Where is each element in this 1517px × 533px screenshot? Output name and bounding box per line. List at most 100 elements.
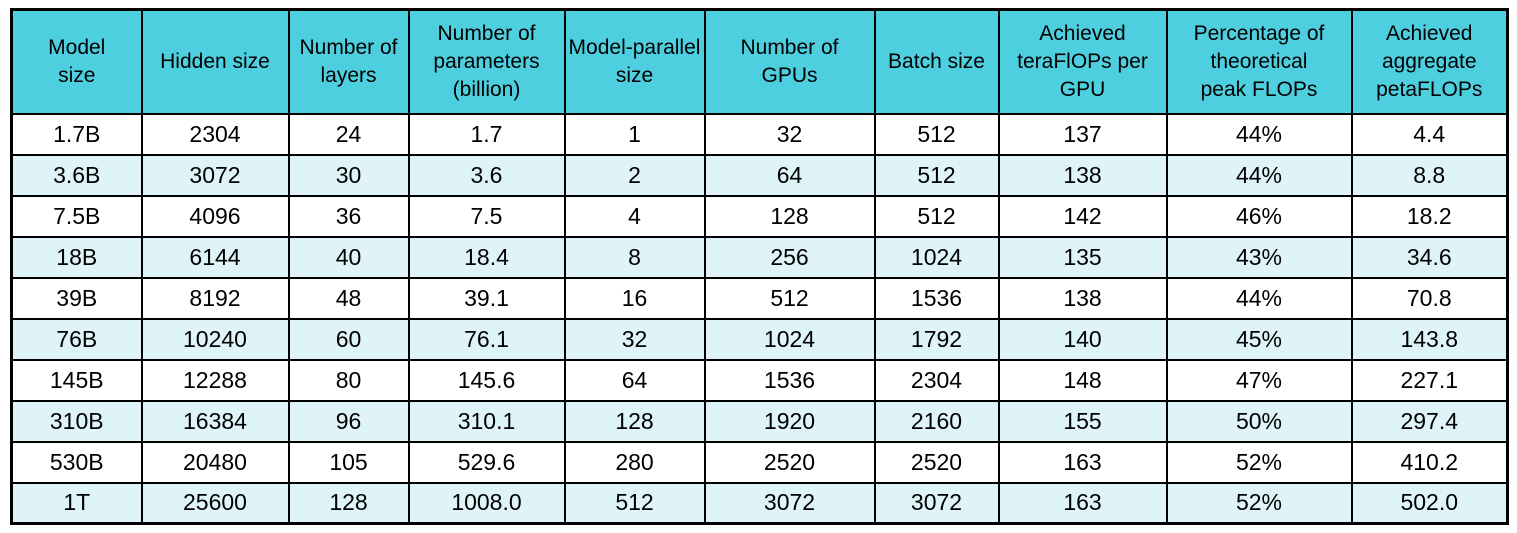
table-cell: 502.0 xyxy=(1350,481,1509,525)
table-cell: 128 xyxy=(703,194,876,238)
table-cell: 32 xyxy=(703,112,876,156)
table-cell: 1536 xyxy=(873,276,1000,320)
column-header-achieved-aggregate-petaflops: Achieved aggregate petaFLOPs xyxy=(1350,8,1509,115)
table-row-1.7b: 1.7B 2304 24 1.7 1 32 512 137 44% 4.4 xyxy=(10,112,1509,156)
table-cell: 148 xyxy=(997,358,1168,402)
column-header-number-of-gpus: Number of GPUs xyxy=(703,8,876,115)
table-cell: 410.2 xyxy=(1350,440,1509,484)
table-row-76b: 76B 10240 60 76.1 32 1024 1792 140 45% 1… xyxy=(10,317,1509,361)
table-cell: 8.8 xyxy=(1350,153,1509,197)
table-cell: 44% xyxy=(1165,153,1353,197)
table-cell: 1024 xyxy=(703,317,876,361)
table-cell: 76B xyxy=(10,317,143,361)
table-body: 1.7B 2304 24 1.7 1 32 512 137 44% 4.4 3.… xyxy=(10,112,1509,525)
table-row-7.5b: 7.5B 4096 36 7.5 4 128 512 142 46% 18.2 xyxy=(10,194,1509,238)
table-cell: 3.6B xyxy=(10,153,143,197)
header-row: Model size Hidden size Number of layers … xyxy=(10,8,1509,115)
table-cell: 4096 xyxy=(140,194,290,238)
table-row-18b: 18B 6144 40 18.4 8 256 1024 135 43% 34.6 xyxy=(10,235,1509,279)
table-cell: 227.1 xyxy=(1350,358,1509,402)
table-cell: 43% xyxy=(1165,235,1353,279)
table-cell: 1008.0 xyxy=(407,481,566,525)
table-cell: 10240 xyxy=(140,317,290,361)
table-cell: 512 xyxy=(703,276,876,320)
column-header-achieved-teraflops-per-gpu: Achieved teraFlOPs per GPU xyxy=(997,8,1168,115)
table-cell: 76.1 xyxy=(407,317,566,361)
table-cell: 50% xyxy=(1165,399,1353,443)
table-cell: 2304 xyxy=(140,112,290,156)
table-cell: 138 xyxy=(997,276,1168,320)
table-cell: 48 xyxy=(287,276,410,320)
table-cell: 18.2 xyxy=(1350,194,1509,238)
table-cell: 297.4 xyxy=(1350,399,1509,443)
table-cell: 24 xyxy=(287,112,410,156)
column-header-percentage-theoretical-peak-flops: Percentage of theoretical peak FLOPs xyxy=(1165,8,1353,115)
table-cell: 18.4 xyxy=(407,235,566,279)
table-cell: 2520 xyxy=(703,440,876,484)
table-cell: 1T xyxy=(10,481,143,525)
table-cell: 163 xyxy=(997,481,1168,525)
table-row-145b: 145B 12288 80 145.6 64 1536 2304 148 47%… xyxy=(10,358,1509,402)
table-cell: 16384 xyxy=(140,399,290,443)
table-cell: 52% xyxy=(1165,440,1353,484)
table-cell: 512 xyxy=(873,112,1000,156)
table-cell: 2 xyxy=(563,153,706,197)
column-header-number-of-layers: Number of layers xyxy=(287,8,410,115)
table-cell: 137 xyxy=(997,112,1168,156)
table-row-1t: 1T 25600 128 1008.0 512 3072 3072 163 52… xyxy=(10,481,1509,525)
table-cell: 46% xyxy=(1165,194,1353,238)
table-cell: 80 xyxy=(287,358,410,402)
table-cell: 155 xyxy=(997,399,1168,443)
table-cell: 1920 xyxy=(703,399,876,443)
table-cell: 44% xyxy=(1165,112,1353,156)
table-header: Model size Hidden size Number of layers … xyxy=(10,8,1509,115)
table-cell: 3072 xyxy=(140,153,290,197)
table-cell: 135 xyxy=(997,235,1168,279)
table-cell: 34.6 xyxy=(1350,235,1509,279)
table-row-3.6b: 3.6B 3072 30 3.6 2 64 512 138 44% 8.8 xyxy=(10,153,1509,197)
column-header-number-of-parameters: Number of parameters (billion) xyxy=(407,8,566,115)
table-cell: 3072 xyxy=(873,481,1000,525)
table-cell: 105 xyxy=(287,440,410,484)
table-cell: 280 xyxy=(563,440,706,484)
table-cell: 47% xyxy=(1165,358,1353,402)
table-cell: 2160 xyxy=(873,399,1000,443)
table-cell: 256 xyxy=(703,235,876,279)
model-scaling-flops-table: Model size Hidden size Number of layers … xyxy=(10,8,1509,525)
table-cell: 7.5 xyxy=(407,194,566,238)
table-row-310b: 310B 16384 96 310.1 128 1920 2160 155 50… xyxy=(10,399,1509,443)
table-cell: 4 xyxy=(563,194,706,238)
table-cell: 16 xyxy=(563,276,706,320)
table-cell: 3072 xyxy=(703,481,876,525)
table-cell: 96 xyxy=(287,399,410,443)
table-cell: 6144 xyxy=(140,235,290,279)
table-cell: 1.7 xyxy=(407,112,566,156)
table-cell: 1 xyxy=(563,112,706,156)
table-cell: 36 xyxy=(287,194,410,238)
table-cell: 1792 xyxy=(873,317,1000,361)
table-cell: 529.6 xyxy=(407,440,566,484)
table-cell: 40 xyxy=(287,235,410,279)
table-cell: 64 xyxy=(703,153,876,197)
table-row-39b: 39B 8192 48 39.1 16 512 1536 138 44% 70.… xyxy=(10,276,1509,320)
table-cell: 60 xyxy=(287,317,410,361)
table-cell: 20480 xyxy=(140,440,290,484)
table-cell: 2520 xyxy=(873,440,1000,484)
table-cell: 310B xyxy=(10,399,143,443)
table-cell: 70.8 xyxy=(1350,276,1509,320)
table-cell: 512 xyxy=(563,481,706,525)
table-cell: 530B xyxy=(10,440,143,484)
table-cell: 39B xyxy=(10,276,143,320)
table-cell: 138 xyxy=(997,153,1168,197)
table-cell: 8192 xyxy=(140,276,290,320)
table-cell: 7.5B xyxy=(10,194,143,238)
table-cell: 512 xyxy=(873,153,1000,197)
table-cell: 18B xyxy=(10,235,143,279)
table-cell: 44% xyxy=(1165,276,1353,320)
table-cell: 52% xyxy=(1165,481,1353,525)
table-cell: 2304 xyxy=(873,358,1000,402)
table-cell: 512 xyxy=(873,194,1000,238)
table-row-530b: 530B 20480 105 529.6 280 2520 2520 163 5… xyxy=(10,440,1509,484)
table-cell: 310.1 xyxy=(407,399,566,443)
table-cell: 142 xyxy=(997,194,1168,238)
